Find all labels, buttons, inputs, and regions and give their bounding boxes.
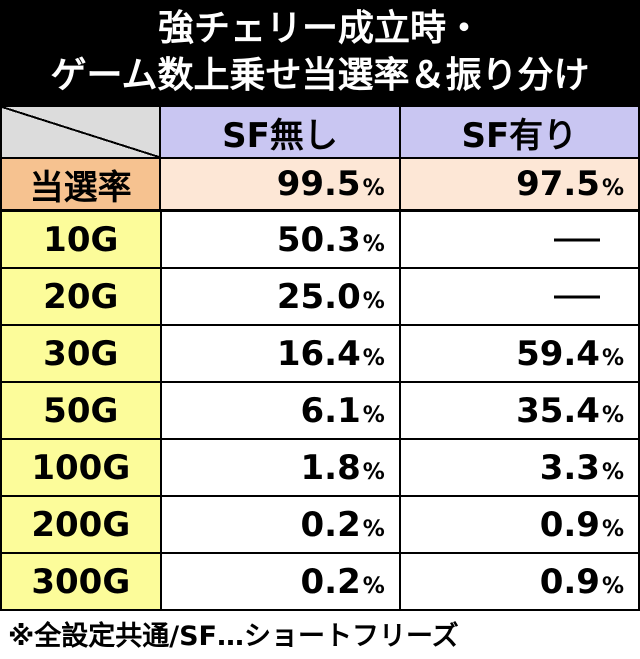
value-number: 1.8 — [300, 447, 361, 488]
percent-unit: % — [362, 573, 385, 599]
title-line-1: 強チェリー成立時・ — [157, 8, 482, 49]
rate-value-sf-none: 99.5% — [159, 157, 401, 211]
value-sf-none: 16.4% — [159, 324, 401, 383]
rate-label: 当選率 — [0, 157, 162, 211]
percent-unit: % — [362, 231, 385, 257]
rate-number: 97.5 — [516, 164, 600, 204]
value-sf-none: 6.1% — [159, 381, 401, 440]
corner-cell — [0, 105, 162, 159]
percent-unit: % — [601, 459, 624, 485]
value-sf-yes — [398, 267, 640, 326]
table-row: 30G 16.4% 59.4% — [0, 324, 640, 383]
distribution-rows: 10G 50.3% 20G 25.0% 30G 16.4% 59.4% 50G 6.1% 35.4… — [0, 210, 640, 611]
value-sf-none: 25.0% — [159, 267, 401, 326]
dash-mark — [554, 295, 600, 298]
col-header-sf-none: SF無し — [159, 105, 401, 159]
percent-unit: % — [362, 516, 385, 542]
percent-unit: % — [601, 516, 624, 542]
header-table: SF無し SF有り 当選率 99.5% 97.5% — [0, 105, 640, 211]
value-number: 35.4 — [516, 390, 600, 431]
distribution-table: 10G 50.3% 20G 25.0% 30G 16.4% 59.4% 50G 6.1% 35.4… — [0, 210, 640, 611]
title-line-2: ゲーム数上乗せ当選率＆振り分け — [50, 55, 590, 96]
table-row: 20G 25.0% — [0, 267, 640, 326]
percent-unit: % — [362, 402, 385, 428]
percent-unit: % — [362, 176, 385, 201]
value-number: 50.3 — [276, 219, 361, 260]
col-header-sf-yes: SF有り — [398, 105, 640, 159]
value-sf-none: 1.8% — [159, 438, 401, 497]
percent-unit: % — [601, 345, 624, 371]
value-sf-yes: 0.9% — [398, 552, 640, 611]
percent-unit: % — [362, 345, 385, 371]
value-number: 16.4 — [276, 333, 361, 374]
value-sf-yes: 3.3% — [398, 438, 640, 497]
row-label: 50G — [0, 381, 162, 440]
percent-unit: % — [601, 573, 624, 599]
value-number: 6.1 — [300, 390, 361, 431]
percent-unit: % — [362, 288, 385, 314]
value-number: 0.9 — [539, 561, 600, 602]
value-number: 59.4 — [516, 333, 600, 374]
table-row: 200G 0.2% 0.9% — [0, 495, 640, 554]
row-label: 30G — [0, 324, 162, 383]
percent-unit: % — [601, 176, 624, 201]
row-label: 20G — [0, 267, 162, 326]
value-sf-yes: 35.4% — [398, 381, 640, 440]
value-sf-yes: 59.4% — [398, 324, 640, 383]
table-row: 300G 0.2% 0.9% — [0, 552, 640, 611]
value-sf-none: 0.2% — [159, 495, 401, 554]
value-number: 0.9 — [539, 504, 600, 545]
rate-number: 99.5 — [276, 164, 361, 204]
row-label: 100G — [0, 438, 162, 497]
value-sf-none: 50.3% — [159, 210, 401, 269]
footnote: ※全設定共通/SF…ショートフリーズ — [8, 621, 459, 652]
dash-mark — [554, 238, 600, 241]
value-number: 3.3 — [539, 447, 600, 488]
value-number: 0.2 — [300, 504, 361, 545]
row-label: 200G — [0, 495, 162, 554]
table-row: 100G 1.8% 3.3% — [0, 438, 640, 497]
row-label: 10G — [0, 210, 162, 269]
percent-unit: % — [362, 459, 385, 485]
title-banner: 強チェリー成立時・ ゲーム数上乗せ当選率＆振り分け — [0, 0, 640, 105]
value-sf-none: 0.2% — [159, 552, 401, 611]
value-number: 25.0 — [276, 276, 361, 317]
row-label: 300G — [0, 552, 162, 611]
percent-unit: % — [601, 402, 624, 428]
table-row: 50G 6.1% 35.4% — [0, 381, 640, 440]
value-sf-yes: 0.9% — [398, 495, 640, 554]
rate-value-sf-yes: 97.5% — [398, 157, 640, 211]
value-number: 0.2 — [300, 561, 361, 602]
table-row: 10G 50.3% — [0, 210, 640, 269]
value-sf-yes — [398, 210, 640, 269]
